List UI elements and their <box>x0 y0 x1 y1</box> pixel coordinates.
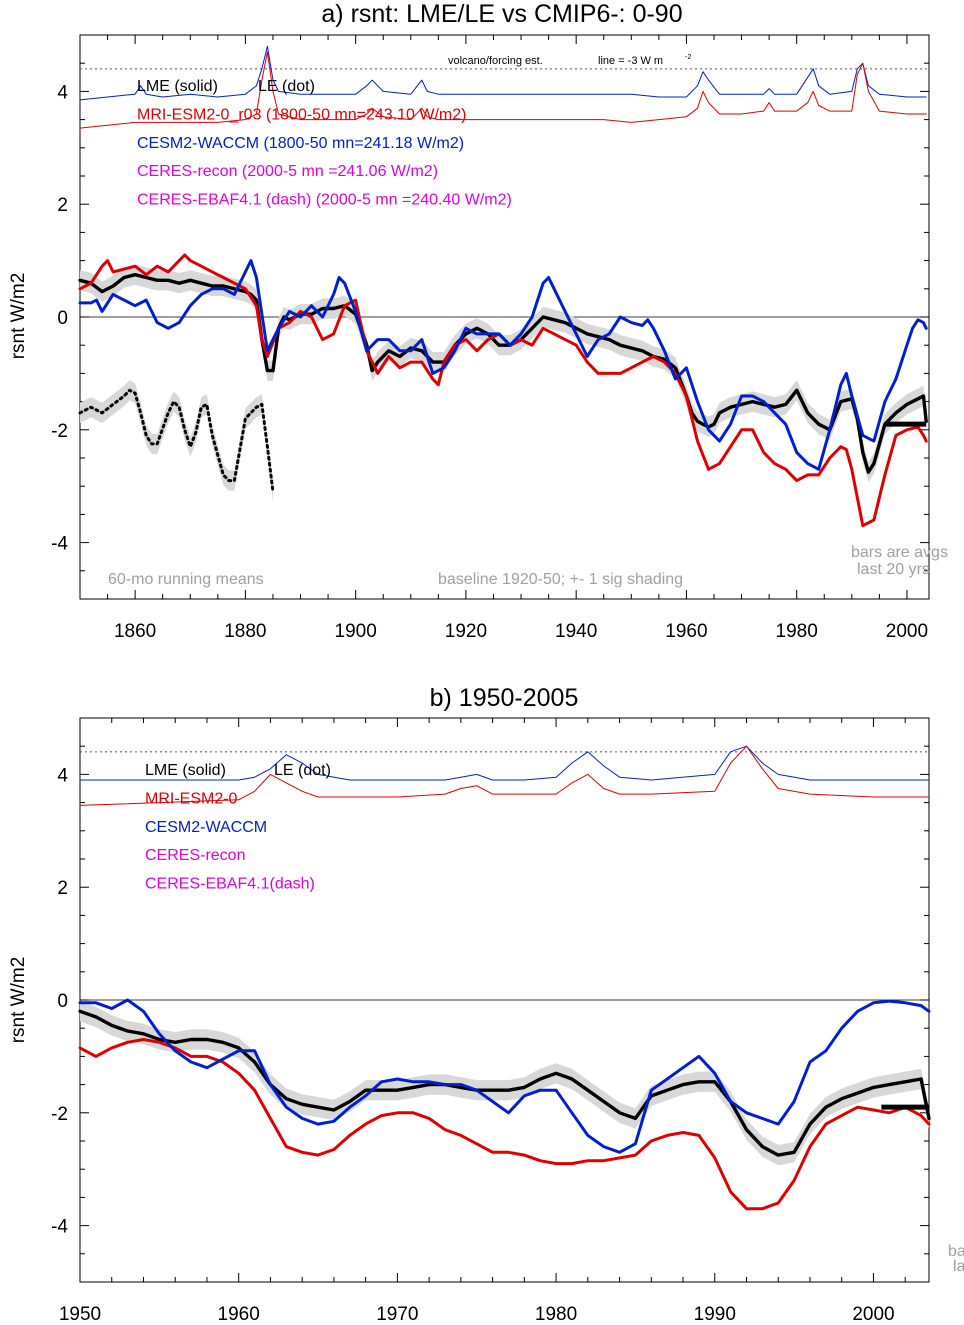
panel-b: b) 1950-2005 rsnt W/m2 -4 -2 0 2 4 1950 1960 19… <box>8 684 964 1325</box>
legend-entry: CESM2-WACCM <box>145 819 267 836</box>
y-tick-label: 2 <box>57 195 68 216</box>
legend-entry: LME (solid) <box>137 78 218 95</box>
panel-a-title: a) rsnt: LME/LE vs CMIP6-: 0-90 <box>321 0 682 28</box>
x-tick-label: 1950 <box>59 1304 101 1325</box>
x-tick-label: 2000 <box>852 1304 894 1325</box>
x-tick-label: 1970 <box>376 1304 418 1325</box>
legend-entry: LE (dot) <box>274 762 331 779</box>
legend-entry: MRI-ESM2-0 <box>145 790 238 807</box>
panel-a: a) rsnt: LME/LE vs CMIP6-: 0-90 rsnt W/m… <box>8 0 948 642</box>
y-tick-label: -4 <box>51 1217 68 1238</box>
series-line-lme-solid <box>78 1009 931 1157</box>
panel-a-plot-area: -4 -2 0 2 4 1860 1880 1900 1920 1940 1960 1980 2000 L… <box>51 34 948 642</box>
legend-entry: MRI-ESM2-0_r03 (1800-50 mn=243.10 W/m2) <box>137 106 466 123</box>
series-line-forcing-blue-thin <box>79 45 927 101</box>
x-tick-label: 1960 <box>665 621 707 642</box>
y-tick-label: -4 <box>51 534 68 555</box>
y-tick-label: 4 <box>57 82 68 103</box>
x-tick-label: 1860 <box>114 621 156 642</box>
y-tick-label: 0 <box>57 308 68 329</box>
y-tick-label: -2 <box>51 1104 68 1125</box>
series-line-le-dot <box>78 388 275 494</box>
series-line-lme-solid <box>78 273 928 474</box>
series-line-mri-esm2-0 <box>78 1038 931 1211</box>
x-tick-label: 1980 <box>776 621 818 642</box>
series-line-forcing-blue-thin <box>79 745 930 781</box>
x-tick-label: 2000 <box>886 621 928 642</box>
x-tick-label: 1940 <box>555 621 597 642</box>
legend-entry: LME (solid) <box>145 762 226 779</box>
note-bars-line1: ba <box>948 1243 964 1260</box>
panel-b-ylabel: rsnt W/m2 <box>8 957 29 1044</box>
series-line-cesm2-waccm <box>78 259 928 471</box>
x-tick-label: 1990 <box>694 1304 736 1325</box>
legend-entry: CERES-recon (2000-5 mn =241.06 W/m2) <box>137 163 438 180</box>
legend-entry: LE (dot) <box>258 78 315 95</box>
reference-line-unit-sup: -2 <box>685 54 691 61</box>
panel-a-ylabel: rsnt W/m2 <box>8 273 29 360</box>
note-bars-line1: bars are avgs <box>851 544 948 561</box>
series-line-forcing-red-thin <box>79 745 930 806</box>
x-tick-label: 1880 <box>224 621 266 642</box>
uncertainty-shading <box>80 264 927 483</box>
y-tick-label: 4 <box>57 765 68 786</box>
legend-entry: CERES-EBAF4.1(dash) <box>145 876 315 893</box>
uncertainty-shading <box>80 1001 929 1166</box>
legend-entry: CERES-EBAF4.1 (dash) (2000-5 mn =240.40 … <box>137 192 512 209</box>
legend-entry: CERES-recon <box>145 847 245 864</box>
note-running-mean: 60-mo running means <box>108 571 264 588</box>
y-tick-label: 2 <box>57 878 68 899</box>
x-tick-label: 1900 <box>335 621 377 642</box>
uncertainty-shading <box>80 380 273 502</box>
series-line-cesm2-waccm <box>78 998 931 1154</box>
note-bars-line2: la <box>953 1258 964 1275</box>
series-line-forcing-red-thin <box>79 51 927 129</box>
reference-line-value: line = -3 W m <box>598 55 663 67</box>
y-tick-label: 0 <box>57 991 68 1012</box>
note-baseline: baseline 1920-50; +- 1 sig shading <box>438 571 683 588</box>
panel-b-title: b) 1950-2005 <box>430 684 579 712</box>
legend-entry: CESM2-WACCM (1800-50 mn=241.18 W/m2) <box>137 135 464 152</box>
note-bars-line2: last 20 yrs <box>857 561 930 578</box>
x-tick-label: 1920 <box>445 621 487 642</box>
y-tick-label: -2 <box>51 421 68 442</box>
panel-b-plot-area: -4 -2 0 2 4 1950 1960 1970 1980 1990 2000 LME (soli… <box>51 717 964 1325</box>
reference-line-label: volcano/forcing est. <box>448 55 543 67</box>
x-tick-label: 1980 <box>535 1304 577 1325</box>
x-tick-label: 1960 <box>218 1304 260 1325</box>
